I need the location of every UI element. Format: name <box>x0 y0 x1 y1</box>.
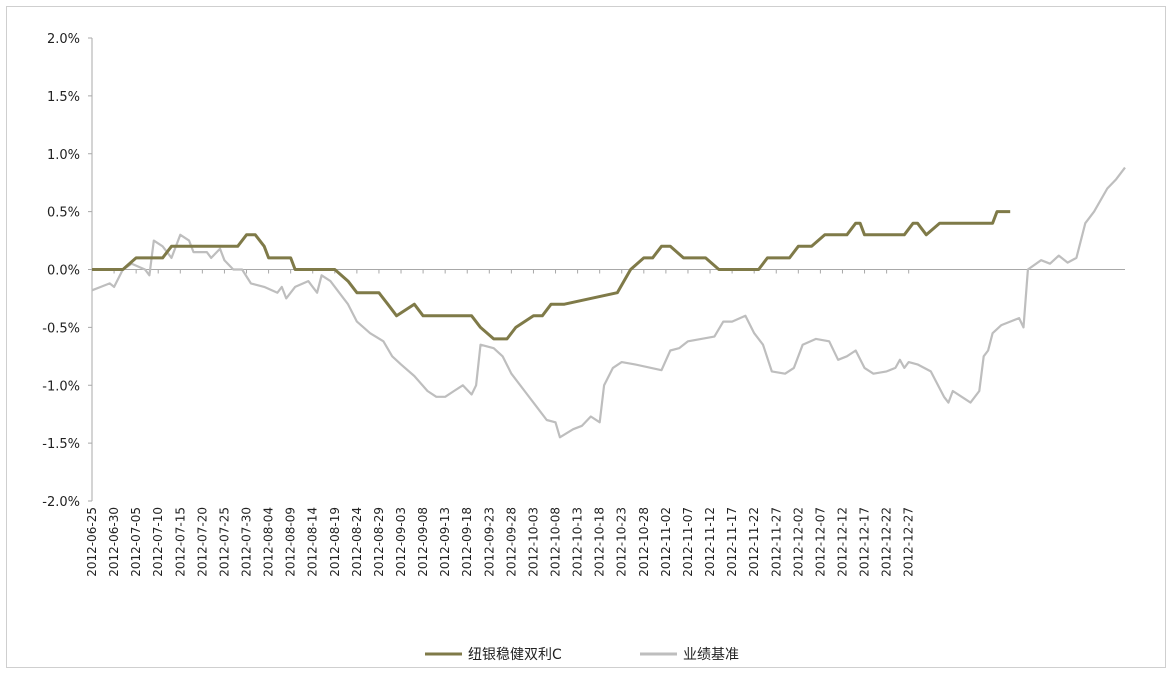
x-tick-label: 2012-09-28 <box>504 507 518 577</box>
x-tick-label: 2012-09-08 <box>416 507 430 577</box>
x-tick-label: 2012-08-29 <box>372 507 386 577</box>
x-tick-label: 2012-12-27 <box>902 507 916 577</box>
x-tick-label: 2012-08-14 <box>306 507 320 577</box>
y-tick-label: 0.0% <box>47 264 80 279</box>
x-tick-label: 2012-08-09 <box>284 507 298 577</box>
x-tick-label: 2012-10-03 <box>526 507 540 577</box>
x-tick-label: 2012-11-12 <box>703 507 717 577</box>
x-tick-label: 2012-06-30 <box>107 507 121 577</box>
x-tick-label: 2012-09-03 <box>394 507 408 577</box>
x-tick-label: 2012-07-25 <box>217 507 231 577</box>
x-tick-label: 2012-10-23 <box>615 507 629 577</box>
y-tick-label: 1.0% <box>47 148 80 163</box>
y-tick-label: -2.0% <box>42 495 80 510</box>
x-tick-label: 2012-09-13 <box>438 507 452 577</box>
series-line-2 <box>91 166 1126 439</box>
x-tick-label: 2012-07-05 <box>129 507 143 577</box>
x-tick-label: 2012-11-22 <box>747 507 761 577</box>
legend-item-series-2: 业绩基准 <box>640 646 739 663</box>
x-tick-label: 2012-12-12 <box>835 507 849 577</box>
x-tick-label: 2012-08-19 <box>328 507 342 577</box>
y-tick-label: -0.5% <box>42 321 80 336</box>
x-tick-label: 2012-08-04 <box>262 507 276 577</box>
x-tick-label: 2012-09-18 <box>460 507 474 577</box>
series-layer <box>91 166 1126 439</box>
x-tick-label: 2012-11-07 <box>681 507 695 577</box>
x-tick-label: 2012-11-17 <box>725 507 739 577</box>
x-tick-label: 2012-12-07 <box>813 507 827 577</box>
legend-item-series-1: 纽银稳健双利C <box>425 647 562 663</box>
y-tick-label: 0.5% <box>47 206 80 221</box>
y-tick-label: -1.0% <box>42 379 80 394</box>
x-tick-label: 2012-07-15 <box>173 507 187 577</box>
chart-frame: 2.0% 1.5% 1.0% 0.5% 0.0% -0.5% -1.0% -1.5% -2.0%… <box>6 6 1166 668</box>
y-tick-label: -1.5% <box>42 437 80 452</box>
x-tick-label: 2012-08-24 <box>350 507 364 577</box>
legend-label-series-2: 业绩基准 <box>683 646 739 663</box>
x-tick-label: 2012-06-25 <box>85 507 99 577</box>
x-tick-label: 2012-12-22 <box>880 507 894 577</box>
series-line-1 <box>92 210 1011 341</box>
x-tick-label: 2012-10-08 <box>549 507 563 577</box>
x-tick-label: 2012-10-13 <box>571 507 585 577</box>
line-chart: 2.0% 1.5% 1.0% 0.5% 0.0% -0.5% -1.0% -1.5% -2.0%… <box>42 32 1126 663</box>
x-tick-label: 2012-07-10 <box>151 507 165 577</box>
x-tick-label: 2012-10-18 <box>593 507 607 577</box>
x-tick-label: 2012-11-02 <box>659 507 673 577</box>
x-tick-label: 2012-12-17 <box>858 507 872 577</box>
y-tick-label: 2.0% <box>47 32 80 47</box>
x-tick-label: 2012-11-27 <box>769 507 783 577</box>
x-tick-label: 2012-07-20 <box>195 507 209 577</box>
x-tick-label: 2012-10-28 <box>637 507 651 577</box>
legend-label-series-1: 纽银稳健双利C <box>468 647 562 663</box>
x-tick-label: 2012-07-30 <box>240 507 254 577</box>
axes-layer: 2.0% 1.5% 1.0% 0.5% 0.0% -0.5% -1.0% -1.5% -2.0%… <box>42 32 1125 577</box>
y-tick-label: 1.5% <box>47 90 80 105</box>
legend: 纽银稳健双利C 业绩基准 <box>425 646 739 663</box>
x-tick-label: 2012-12-02 <box>791 507 805 577</box>
x-tick-label: 2012-09-23 <box>482 507 496 577</box>
